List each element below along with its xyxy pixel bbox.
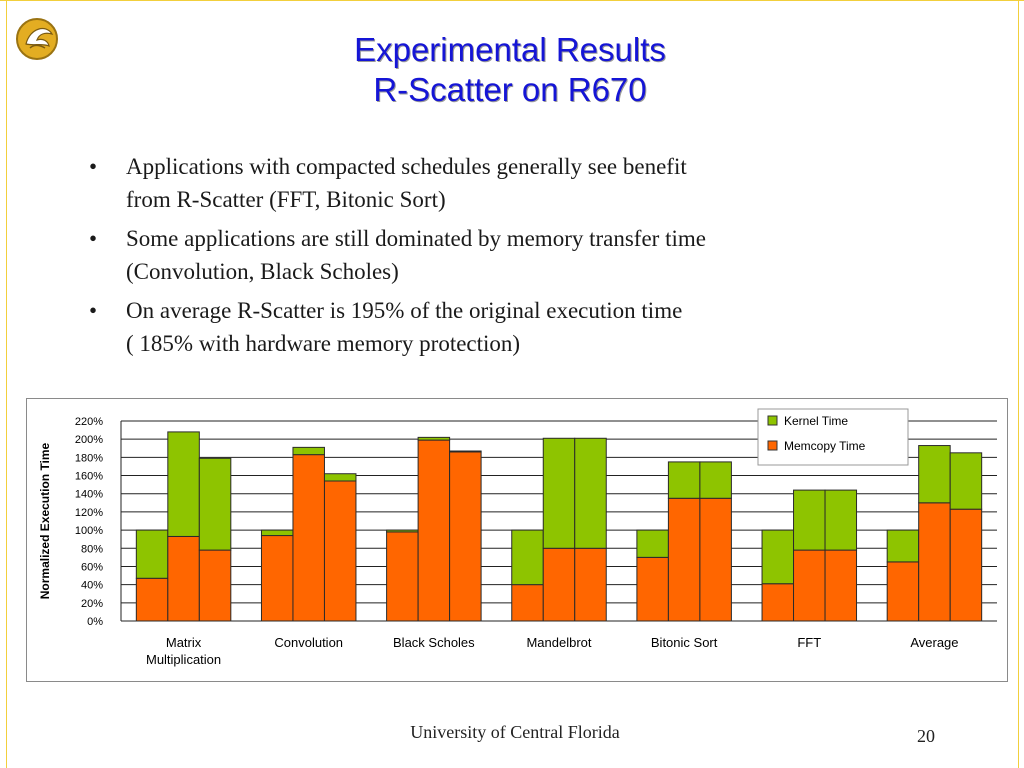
bullet-dot-icon: • — [89, 298, 98, 323]
page-number: 20 — [917, 726, 935, 746]
y-tick-label: 120% — [75, 507, 103, 519]
bullet-text-line: Some applications are still dominated by… — [126, 226, 706, 251]
memcopy-bar — [417, 439, 451, 622]
memcopy-bar — [386, 531, 419, 622]
kernel-bar — [793, 489, 826, 551]
kernel-bar — [511, 529, 544, 586]
execution-time-chart: 0% 20% 40% 60% 80% 100% 120% 140% 160% 180% 200% 22… — [38, 408, 997, 667]
memcopy-bar — [135, 577, 169, 622]
memcopy-bar — [761, 583, 795, 622]
kernel-bar — [574, 437, 607, 549]
kernel-bar — [323, 473, 357, 482]
y-tick-label: 200% — [75, 434, 103, 446]
memcopy-bar — [323, 480, 357, 622]
kernel-bar — [886, 529, 920, 563]
y-tick-label: 160% — [75, 471, 103, 483]
y-tick-label: 180% — [75, 452, 103, 464]
kernel-bar — [761, 529, 795, 585]
x-category-label: Average — [910, 635, 958, 650]
bullet-list: • Applications with compacted schedules … — [86, 150, 966, 366]
bullet-item: • On average R-Scatter is 195% of the or… — [86, 294, 966, 360]
chart-container: 0% 20% 40% 60% 80% 100% 120% 140% 160% 180% 200% 22… — [26, 398, 1008, 682]
memcopy-bar — [793, 549, 826, 622]
kernel-bar — [918, 445, 951, 504]
y-tick-label: 20% — [81, 598, 103, 610]
kernel-bar — [386, 529, 419, 533]
y-tick-label: 140% — [75, 489, 103, 501]
memcopy-bar — [574, 547, 607, 622]
frame-left-line — [6, 0, 7, 768]
x-category-label: Multiplication — [146, 652, 221, 667]
memcopy-bar — [918, 502, 951, 622]
memcopy-bar — [542, 547, 576, 622]
x-category-label: FFT — [797, 635, 821, 650]
legend-swatch — [767, 440, 778, 451]
x-category-label: Mandelbrot — [526, 635, 591, 650]
slide-title: Experimental Results R-Scatter on R670 — [180, 30, 840, 110]
memcopy-bar — [292, 454, 325, 622]
memcopy-bar — [511, 584, 544, 622]
kernel-bar — [949, 452, 983, 510]
kernel-bar — [542, 437, 576, 549]
kernel-bar — [824, 489, 858, 551]
memcopy-bar — [636, 556, 669, 622]
kernel-bar — [167, 431, 200, 537]
x-category-label: Convolution — [274, 635, 343, 650]
memcopy-bar — [260, 535, 294, 622]
y-axis-title: Normalized Execution Time — [38, 442, 52, 599]
legend-label: Kernel Time — [784, 414, 848, 428]
memcopy-bar — [198, 549, 232, 622]
legend-swatch — [767, 415, 778, 426]
bullet-text-line: ( 185% with hardware memory protection) — [126, 331, 521, 356]
memcopy-bar — [667, 497, 701, 622]
y-tick-label: 0% — [87, 616, 103, 628]
x-category-label: Black Scholes — [393, 635, 475, 650]
memcopy-bar — [949, 508, 983, 622]
kernel-bar — [260, 529, 294, 537]
kernel-bar — [198, 457, 232, 551]
y-tick-label: 60% — [81, 561, 103, 573]
kernel-bar — [449, 450, 482, 453]
bullet-item: • Applications with compacted schedules … — [86, 150, 966, 216]
y-tick-label: 40% — [81, 580, 103, 592]
bullet-dot-icon: • — [89, 226, 98, 251]
x-category-label: Matrix — [166, 635, 202, 650]
kernel-bar — [417, 436, 451, 441]
memcopy-bar — [699, 497, 732, 622]
bullet-item: • Some applications are still dominated … — [86, 222, 966, 288]
legend-label: Memcopy Time — [784, 439, 866, 453]
frame-top-line — [0, 0, 1024, 1]
bullet-text-line: Applications with compacted schedules ge… — [126, 154, 687, 179]
bullet-text-line: (Convolution, Black Scholes) — [126, 259, 399, 284]
footer-text: University of Central Florida — [410, 722, 620, 742]
slide-title-line-1: Experimental Results — [354, 31, 666, 68]
x-category-label: Bitonic Sort — [651, 635, 718, 650]
memcopy-bar — [449, 451, 482, 622]
slide-title-line-2: R-Scatter on R670 — [373, 71, 647, 108]
y-tick-label: 80% — [81, 543, 103, 555]
y-tick-label: 100% — [75, 525, 103, 537]
memcopy-bar — [824, 549, 858, 622]
memcopy-bar — [886, 561, 920, 622]
kernel-bar — [699, 461, 732, 499]
memcopy-bar — [167, 535, 200, 622]
kernel-bar — [292, 446, 325, 456]
bullet-dot-icon: • — [89, 154, 98, 179]
bullet-text-line: On average R-Scatter is 195% of the orig… — [126, 298, 683, 323]
bullet-text-line: from R-Scatter (FFT, Bitonic Sort) — [126, 187, 446, 212]
kernel-bar — [135, 529, 169, 579]
y-tick-label: 220% — [75, 416, 103, 428]
kernel-bar — [667, 461, 701, 499]
legend-box — [757, 408, 909, 466]
kernel-bar — [636, 529, 669, 558]
ucf-pegasus-logo-icon — [16, 18, 58, 60]
frame-right-line — [1018, 0, 1019, 768]
